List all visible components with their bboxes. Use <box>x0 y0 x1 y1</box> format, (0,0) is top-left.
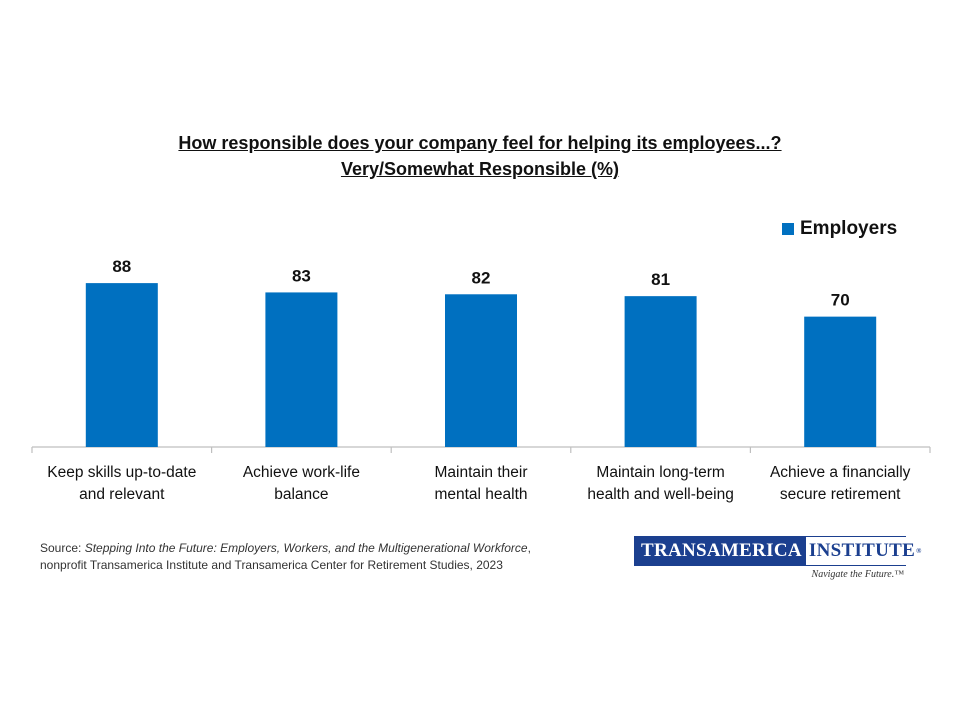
data-label: 83 <box>292 266 311 285</box>
category-label-line: Achieve work-life <box>243 464 360 481</box>
category-label-line: health and well-being <box>587 486 734 503</box>
category-label: Achieve work-life balance <box>243 464 360 503</box>
logo-right-text: INSTITUTE <box>808 540 916 561</box>
logo-right-segment: INSTITUTE ® <box>805 537 924 565</box>
data-label: 82 <box>472 268 491 287</box>
category-label-line: and relevant <box>79 486 165 503</box>
category-label-line: Maintain long-term <box>596 464 724 481</box>
logo-tagline: Navigate the Future.™ <box>811 569 904 580</box>
logo-registered-mark: ® <box>916 547 922 555</box>
category-label-line: Keep skills up-to-date <box>47 464 196 481</box>
category-label: Achieve a financially secure retirement <box>770 464 911 503</box>
logo-wordmark: TRANSAMERICA INSTITUTE ® <box>634 536 924 566</box>
data-label: 88 <box>112 257 131 276</box>
category-label-line: mental health <box>434 486 527 503</box>
transamerica-institute-logo: TRANSAMERICA INSTITUTE ® Navigate the Fut… <box>634 536 924 580</box>
chart-title-block: How responsible does your company feel f… <box>0 130 960 182</box>
category-label-line: Achieve a financially <box>770 464 911 481</box>
bar <box>624 296 697 447</box>
source-title: Stepping Into the Future: Employers, Wor… <box>84 541 528 555</box>
chart-legend: Employers <box>782 218 897 240</box>
bar <box>804 316 877 447</box>
category-label: Maintain their mental health <box>434 464 527 503</box>
source-note: Source: Stepping Into the Future: Employ… <box>40 540 531 574</box>
chart-subtitle: Very/Somewhat Responsible (%) <box>340 159 620 179</box>
bar <box>445 294 517 447</box>
source-prefix: Source: <box>40 541 85 555</box>
data-label: 70 <box>831 291 850 310</box>
bar <box>85 283 158 447</box>
bar-chart: 88 Keep skills up-to-date and relevant 83 Ac… <box>31 257 931 503</box>
bar <box>265 292 338 447</box>
source-line-2: nonprofit Transamerica Institute and Tra… <box>40 558 503 572</box>
category-label-line: balance <box>274 486 328 503</box>
category-label: Keep skills up-to-date and relevant <box>47 464 196 503</box>
logo-left-text: TRANSAMERICA <box>635 537 806 565</box>
category-label-line: secure retirement <box>780 486 901 503</box>
data-label: 81 <box>651 270 670 289</box>
category-label-line: Maintain their <box>434 464 527 481</box>
legend-label: Employers <box>800 218 898 239</box>
category-label: Maintain long-term health and well-being <box>587 464 734 503</box>
chart-title: How responsible does your company feel f… <box>178 133 782 153</box>
source-suffix: , <box>527 541 531 555</box>
legend-swatch <box>782 223 794 235</box>
